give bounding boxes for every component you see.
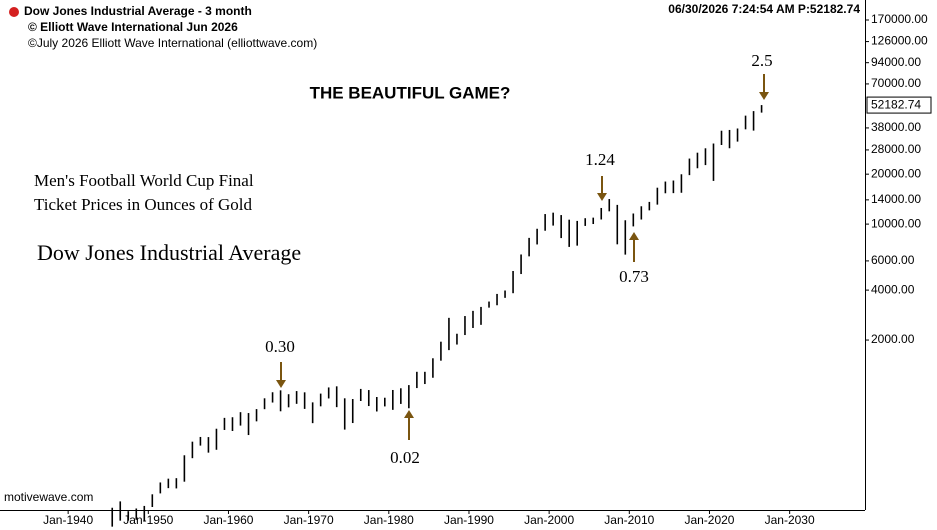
status-dot — [9, 7, 19, 17]
y-tick-label: 10000.00 — [871, 216, 921, 230]
last-price-label: 52182.74 — [871, 97, 921, 111]
annotation: 2.5 — [751, 51, 772, 70]
x-tick-label: Jan-1990 — [444, 513, 494, 527]
x-tick-label: Jan-1960 — [203, 513, 253, 527]
annotation-arrowhead — [759, 92, 769, 100]
annotation-arrowhead — [629, 232, 639, 240]
annotation-arrowhead — [276, 380, 286, 388]
header-line: ©July 2026 Elliott Wave International (e… — [28, 36, 317, 50]
annotation-arrowhead — [597, 193, 607, 201]
y-tick-label: 126000.00 — [871, 34, 928, 48]
annotation-arrowhead — [404, 410, 414, 418]
y-tick-label: 70000.00 — [871, 76, 921, 90]
x-tick-label: Jan-1940 — [43, 513, 93, 527]
annotation: 0.30 — [265, 337, 295, 356]
y-tick-label: 94000.00 — [871, 55, 921, 69]
header-line: © Elliott Wave International Jun 2026 — [28, 20, 238, 34]
y-tick-label: 14000.00 — [871, 192, 921, 206]
x-tick-label: Jan-2010 — [604, 513, 654, 527]
y-tick-label: 2000.00 — [871, 332, 915, 346]
y-tick-label: 38000.00 — [871, 120, 921, 134]
x-tick-label: Jan-2020 — [684, 513, 734, 527]
y-tick-label: 6000.00 — [871, 253, 915, 267]
x-tick-label: Jan-1980 — [364, 513, 414, 527]
source: motivewave.com — [4, 490, 93, 504]
headline: THE BEAUTIFUL GAME? — [310, 83, 511, 102]
chart-title: Dow Jones Industrial Average - 3 month — [24, 4, 252, 18]
y-tick-label: 20000.00 — [871, 166, 921, 180]
y-tick-label: 4000.00 — [871, 282, 915, 296]
last-price-box — [866, 96, 932, 114]
annotation: 0.02 — [390, 448, 420, 467]
annotation: 0.73 — [619, 267, 649, 286]
subtitle: Ticket Prices in Ounces of Gold — [34, 195, 252, 214]
timestamp: 06/30/2026 7:24:54 AM P:52182.74 — [668, 2, 860, 16]
series-label: Dow Jones Industrial Average — [37, 240, 301, 265]
x-tick-label: Jan-1950 — [123, 513, 173, 527]
x-tick-label: Jan-2030 — [765, 513, 815, 527]
y-tick-label: 28000.00 — [871, 142, 921, 156]
subtitle: Men's Football World Cup Final — [34, 171, 254, 190]
annotation: 1.24 — [585, 150, 615, 169]
x-tick-label: Jan-2000 — [524, 513, 574, 527]
y-tick-label: 170000.00 — [871, 12, 928, 26]
x-tick-label: Jan-1970 — [284, 513, 334, 527]
